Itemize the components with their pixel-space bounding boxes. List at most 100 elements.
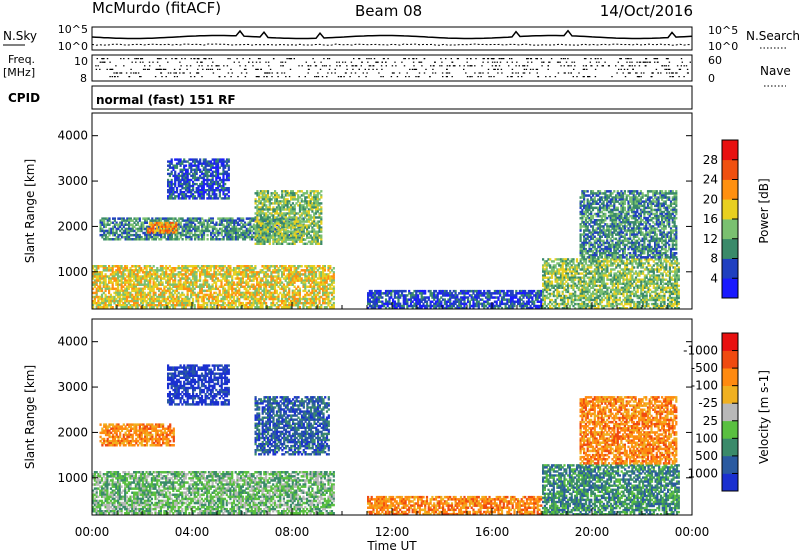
range-gate-cell: [330, 306, 334, 309]
range-gate-cell: [229, 223, 232, 226]
range-gate-cell: [316, 224, 319, 227]
range-gate-cell: [181, 168, 184, 171]
range-gate-cell: [170, 277, 173, 280]
freq-point: [255, 76, 258, 78]
range-gate-cell: [320, 271, 323, 274]
range-gate-cell: [286, 306, 289, 309]
range-gate-cell: [268, 289, 271, 293]
range-gate-cell: [231, 275, 234, 278]
freq-point: [196, 72, 198, 74]
range-gate-cell: [231, 304, 234, 307]
range-gate-cell: [120, 306, 123, 309]
range-gate-cell: [122, 271, 125, 274]
freq-point: [203, 58, 205, 60]
range-gate-cell: [95, 275, 98, 278]
range-gate-cell: [293, 220, 296, 223]
range-gate-cell: [273, 267, 277, 270]
freq-point: [543, 61, 545, 63]
range-gate-cell: [170, 178, 173, 182]
range-gate-cell: [220, 269, 223, 272]
range-gate-cell: [193, 178, 196, 182]
range-gate-cell: [304, 275, 307, 278]
range-gate-cell: [286, 236, 289, 239]
range-gate-cell: [149, 297, 152, 301]
range-gate-cell: [275, 240, 278, 243]
range-gate-cell: [194, 229, 197, 233]
freq-point: [453, 65, 455, 67]
range-gate-cell: [182, 297, 186, 301]
freq-point: [686, 68, 689, 70]
range-gate-cell: [200, 170, 204, 173]
range-gate-cell: [167, 184, 170, 188]
range-gate-cell: [152, 295, 155, 299]
range-gate-cell: [241, 295, 244, 299]
range-gate-cell: [102, 275, 105, 278]
range-gate-cell: [266, 226, 270, 229]
range-gate-cell: [325, 297, 328, 301]
range-gate-cell: [154, 275, 157, 278]
freq-point: [531, 61, 533, 63]
freq-point: [315, 65, 318, 67]
range-gate-cell: [266, 291, 269, 295]
range-gate-cell: [167, 160, 170, 163]
freq-point: [522, 72, 524, 74]
range-gate-cell: [122, 223, 125, 226]
range-gate-cell: [92, 306, 95, 309]
range-gate-cell: [231, 299, 234, 303]
range-gate-cell: [220, 299, 223, 303]
range-gate-cell: [190, 306, 193, 309]
range-gate-cell: [232, 291, 236, 295]
range-gate-cell: [306, 212, 309, 215]
range-gate-cell: [240, 304, 243, 307]
range-gate-cell: [111, 299, 114, 303]
range-gate-cell: [183, 168, 186, 171]
range-gate-cell: [272, 285, 275, 288]
range-gate-cell: [283, 217, 286, 220]
range-gate-cell: [256, 222, 259, 225]
range-gate-cell: [298, 232, 302, 235]
range-gate-cell: [181, 306, 184, 309]
range-gate-cell: [282, 190, 286, 193]
range-gate-cell: [188, 287, 191, 291]
freq-point: [602, 65, 604, 67]
range-gate-cell: [125, 289, 129, 293]
range-gate-cell: [222, 178, 225, 182]
range-gate-cell: [127, 293, 130, 297]
range-gate-cell: [99, 265, 102, 268]
range-gate-cell: [140, 225, 143, 229]
range-gate-cell: [200, 273, 203, 276]
range-gate-cell: [175, 231, 178, 234]
range-gate-cell: [172, 271, 175, 274]
range-gate-cell: [252, 279, 255, 282]
range-gate-cell: [254, 234, 257, 237]
range-gate-cell: [145, 269, 148, 272]
range-gate-cell: [295, 202, 298, 205]
range-gate-cell: [236, 238, 239, 241]
range-gate-cell: [200, 269, 203, 272]
range-gate-cell: [282, 234, 286, 237]
range-gate-cell: [142, 238, 145, 241]
range-gate-cell: [163, 219, 166, 222]
range-gate-cell: [217, 231, 220, 235]
range-gate-cell: [200, 195, 204, 198]
range-gate-cell: [159, 279, 162, 282]
freq-point: [665, 65, 667, 67]
range-gate-cell: [147, 279, 150, 282]
range-gate-cell: [302, 230, 305, 233]
range-gate-cell: [282, 220, 286, 223]
range-gate-cell: [290, 235, 293, 239]
range-gate-cell: [247, 291, 250, 295]
range-gate-cell: [281, 216, 284, 219]
range-gate-cell: [281, 224, 284, 227]
freq-point: [102, 58, 104, 60]
range-gate-cell: [190, 238, 193, 241]
range-gate-cell: [306, 299, 309, 303]
range-gate-cell: [291, 224, 294, 227]
freq-point: [284, 61, 287, 63]
range-gate-cell: [209, 189, 213, 192]
range-gate-cell: [259, 281, 262, 284]
range-gate-cell: [270, 273, 273, 276]
range-gate-cell: [254, 277, 257, 280]
range-gate-cell: [318, 285, 321, 288]
range-gate-cell: [284, 285, 287, 288]
